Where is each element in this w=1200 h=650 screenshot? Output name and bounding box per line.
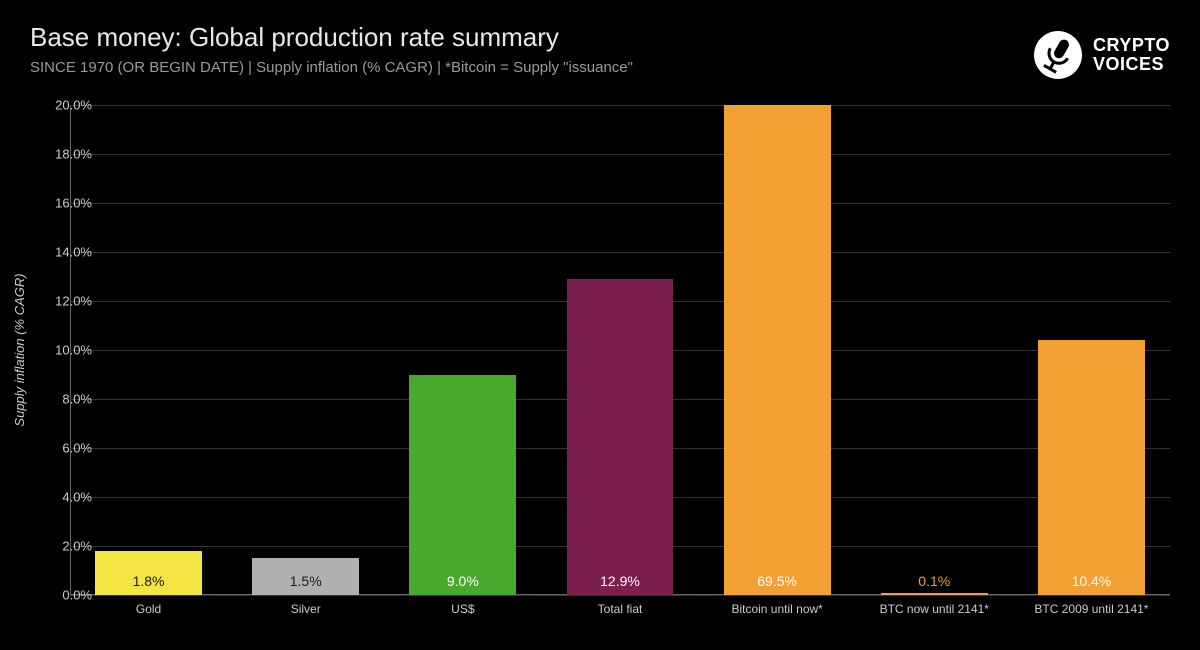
bar: 1.8% [95,551,202,595]
x-tick-label: Gold [136,602,161,616]
bar-value-label: 1.8% [95,573,202,589]
x-tick-label: Total fiat [598,602,643,616]
bar: 12.9% [567,279,674,595]
y-axis-label: Supply inflation (% CAGR) [12,273,27,426]
chart-plot-area: 1.8%Gold1.5%Silver9.0%US$12.9%Total fiat… [70,105,1170,595]
bar-value-label: 12.9% [567,573,674,589]
chart-title: Base money: Global production rate summa… [30,22,1170,53]
y-tick-label: 6.0% [32,441,92,456]
y-tick-label: 12.0% [32,294,92,309]
bar: 69.5% [724,105,831,595]
microphone-icon [1033,30,1083,80]
y-tick-label: 20.0% [32,98,92,113]
x-tick-label: BTC now until 2141* [880,602,989,616]
bar: 1.5% [252,558,359,595]
bar-value-label: 0.1% [881,573,988,589]
x-tick-label: BTC 2009 until 2141* [1034,602,1148,616]
brand-text: CRYPTO VOICES [1093,36,1170,74]
x-tick-label: Bitcoin until now* [731,602,822,616]
bar: 9.0% [409,375,516,596]
bar: 0.1% [881,593,988,595]
y-tick-label: 2.0% [32,539,92,554]
chart-header: Base money: Global production rate summa… [30,22,1170,76]
bar-value-label: 9.0% [409,573,516,589]
gridline [70,154,1170,155]
y-tick-label: 0.0% [32,588,92,603]
bar-value-label: 69.5% [724,573,831,589]
gridline [70,252,1170,253]
bar-value-label: 10.4% [1038,573,1145,589]
gridline [70,595,1170,596]
y-tick-label: 16.0% [32,196,92,211]
y-tick-label: 4.0% [32,490,92,505]
y-tick-label: 10.0% [32,343,92,358]
gridline [70,105,1170,106]
bar: 10.4% [1038,340,1145,595]
y-tick-label: 8.0% [32,392,92,407]
bar-value-label: 1.5% [252,573,359,589]
chart-subtitle: SINCE 1970 (OR BEGIN DATE) | Supply infl… [30,59,1170,76]
brand-logo: CRYPTO VOICES [1033,30,1170,80]
y-tick-label: 14.0% [32,245,92,260]
brand-line-2: VOICES [1093,55,1170,74]
x-tick-label: Silver [291,602,321,616]
x-tick-label: US$ [451,602,474,616]
brand-line-1: CRYPTO [1093,36,1170,55]
y-tick-label: 18.0% [32,147,92,162]
gridline [70,203,1170,204]
